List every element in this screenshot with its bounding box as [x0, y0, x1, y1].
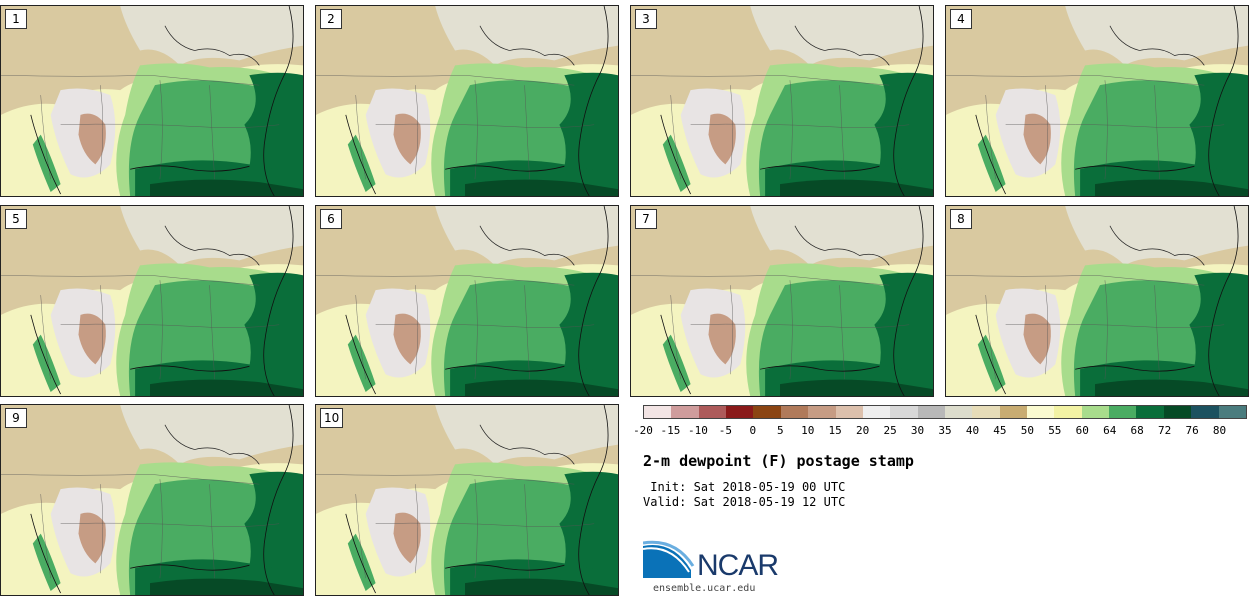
colorbar-swatch: [917, 406, 945, 418]
colorbar-tick-label: 15: [828, 424, 842, 437]
colorbar-tick-label: -10: [687, 424, 708, 437]
colorbar-swatch: [671, 406, 699, 418]
colorbar-tick-label: 60: [1075, 424, 1089, 437]
dewpoint-map: [631, 6, 933, 196]
colorbar-tick-label: -5: [718, 424, 732, 437]
time-info: Init: Sat 2018-05-19 00 UTC Valid: Sat 2…: [643, 480, 845, 510]
colorbar-tick-label: 76: [1185, 424, 1199, 437]
colorbar-swatch: [780, 406, 809, 418]
colorbar-swatch: [1054, 406, 1082, 418]
panel-label: 1: [5, 9, 27, 29]
dewpoint-map: [946, 6, 1248, 196]
colorbar-swatch: [644, 406, 672, 418]
panel-label: 6: [320, 209, 342, 229]
colorbar-swatch: [698, 406, 727, 418]
member-panel-1: 1: [0, 5, 304, 197]
colorbar-tick-label: 40: [965, 424, 980, 437]
member-panel-4: 4: [945, 5, 1249, 197]
panel-label: 8: [950, 209, 972, 229]
valid-time: Valid: Sat 2018-05-19 12 UTC: [643, 495, 846, 509]
member-panel-8: 8: [945, 205, 1249, 397]
member-panel-10: 10: [315, 404, 619, 596]
panel-label: 2: [320, 9, 342, 29]
colorbar-tick-label: 80: [1212, 424, 1227, 437]
colorbar-tick-label: 50: [1020, 424, 1034, 437]
colorbar-tick-label: 45: [993, 424, 1007, 437]
member-panel-9: 9: [0, 404, 304, 596]
colorbar-swatch: [726, 406, 754, 418]
dewpoint-colorbar: [643, 405, 1247, 419]
colorbar-swatch: [808, 406, 836, 418]
dewpoint-map: [946, 206, 1248, 396]
dewpoint-map: [316, 6, 618, 196]
dewpoint-map: [1, 6, 303, 196]
colorbar-swatch: [835, 406, 863, 418]
dewpoint-map: [1, 405, 303, 595]
member-panel-5: 5: [0, 205, 304, 397]
colorbar-tick-label: 25: [883, 424, 897, 437]
init-time: Init: Sat 2018-05-19 00 UTC: [643, 480, 846, 494]
colorbar-swatch: [862, 406, 891, 418]
colorbar-swatch: [1163, 406, 1192, 418]
ncar-logo-text: NCAR: [697, 549, 779, 582]
panel-label: 5: [5, 209, 27, 229]
colorbar-tick-label: 10: [801, 424, 815, 437]
colorbar-tick-label: 55: [1048, 424, 1062, 437]
colorbar-tick-label: 35: [938, 424, 952, 437]
panel-label: 4: [950, 9, 972, 29]
colorbar-tick-label: 68: [1130, 424, 1144, 437]
colorbar-tick-label: 30: [910, 424, 925, 437]
colorbar-tick-label: 72: [1158, 424, 1172, 437]
member-panel-7: 7: [630, 205, 934, 397]
panel-label: 7: [635, 209, 657, 229]
member-panel-3: 3: [630, 5, 934, 197]
colorbar-ticks: -20 -15 -10 -5 0 5 10 15 20 25 30 35 40 45 50 55 60 64 68 7…: [633, 424, 1257, 438]
dewpoint-map: [316, 206, 618, 396]
colorbar-tick-label: -15: [660, 424, 681, 437]
member-panel-2: 2: [315, 5, 619, 197]
colorbar-swatch: [753, 406, 781, 418]
colorbar-swatch: [1027, 406, 1055, 418]
colorbar-swatch: [1191, 406, 1219, 418]
dewpoint-map: [316, 405, 618, 595]
dewpoint-map: [631, 206, 933, 396]
site-url: ensemble.ucar.edu: [653, 583, 756, 594]
colorbar-swatch: [972, 406, 1000, 418]
colorbar-swatch: [1081, 406, 1110, 418]
colorbar-tick-label: 64: [1103, 424, 1117, 437]
panel-label: 10: [320, 408, 344, 428]
panel-label: 3: [635, 9, 657, 29]
colorbar-swatch: [1136, 406, 1164, 418]
colorbar-swatch: [944, 406, 973, 418]
colorbar-swatch: [1218, 406, 1246, 418]
member-panel-6: 6: [315, 205, 619, 397]
colorbar-tick-label: 5: [776, 424, 784, 437]
panel-label: 9: [5, 408, 27, 428]
plot-title: 2-m dewpoint (F) postage stamp: [643, 452, 914, 470]
colorbar-tick-label: 20: [856, 424, 870, 437]
colorbar-tick-label: 0: [749, 424, 757, 437]
colorbar-tick-label: -20: [633, 424, 653, 437]
ncar-logo-icon: [643, 540, 695, 578]
colorbar-swatch: [890, 406, 918, 418]
colorbar-swatch: [999, 406, 1028, 418]
dewpoint-map: [1, 206, 303, 396]
colorbar-swatch: [1109, 406, 1137, 418]
